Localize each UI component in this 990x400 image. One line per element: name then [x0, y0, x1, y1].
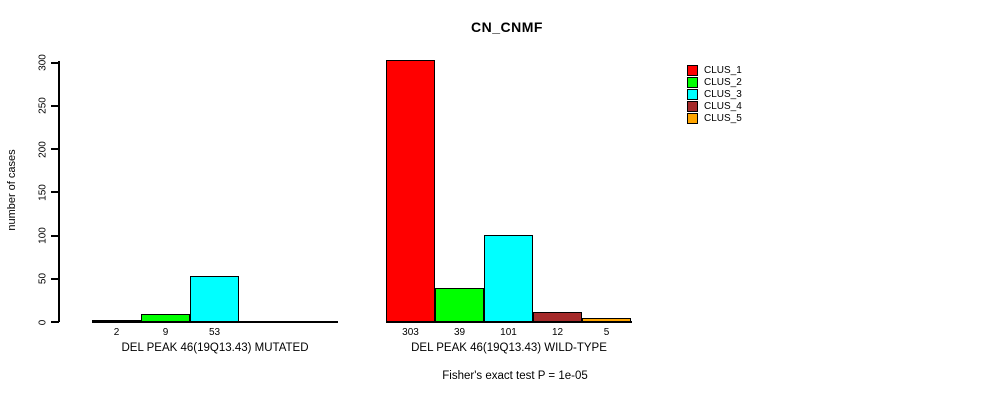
bar-value-label: 2 — [113, 327, 120, 338]
y-axis-tick — [51, 61, 59, 64]
y-axis-label: number of cases — [6, 149, 18, 231]
legend-label: CLUS_3 — [704, 89, 742, 100]
legend-swatch-clus_3 — [687, 89, 698, 100]
y-axis-tick — [51, 148, 59, 151]
bar-clus_2 — [435, 288, 484, 322]
legend-label: CLUS_4 — [704, 101, 742, 112]
legend-swatch-clus_2 — [687, 77, 698, 88]
chart-title: CN_CNMF — [471, 19, 543, 35]
legend-item: CLUS_4 — [687, 101, 742, 112]
fisher-test-annotation: Fisher's exact test P = 1e-05 — [442, 370, 588, 382]
y-axis-tick-label: 250 — [37, 97, 49, 115]
bar-value-label: 101 — [500, 327, 517, 338]
x-axis-baseline — [92, 321, 338, 323]
legend-label: CLUS_5 — [704, 113, 742, 124]
bar-value-label: 303 — [402, 327, 419, 338]
y-axis-tick-label: 200 — [37, 140, 49, 158]
bar-value-label: 12 — [551, 327, 564, 338]
y-axis-tick — [51, 321, 59, 323]
y-axis-tick-label: 100 — [37, 227, 49, 244]
y-axis-tick-label: 0 — [37, 319, 49, 325]
legend-swatch-clus_1 — [687, 65, 698, 76]
y-axis-tick-label: 300 — [37, 54, 49, 71]
group-label: DEL PEAK 46(19Q13.43) WILD-TYPE — [411, 342, 607, 354]
y-axis-tick — [51, 277, 59, 280]
bar-clus_3 — [484, 235, 533, 322]
bar-clus_3 — [190, 276, 239, 322]
bar-clus_4 — [533, 312, 582, 322]
bar-value-label: 9 — [162, 327, 169, 338]
legend-swatch-clus_5 — [687, 113, 698, 124]
bar-value-label: 53 — [208, 327, 221, 338]
bar-value-label: 39 — [453, 327, 466, 338]
bar-clus_5 — [582, 318, 631, 322]
legend-label: CLUS_1 — [704, 65, 742, 76]
y-axis-tick — [51, 234, 59, 237]
legend-item: CLUS_1 — [687, 65, 742, 76]
bar-value-label: 5 — [603, 327, 610, 338]
legend-item: CLUS_5 — [687, 113, 742, 124]
legend-swatch-clus_4 — [687, 101, 698, 112]
bar-clus_1 — [92, 320, 141, 322]
y-axis-line — [58, 61, 60, 322]
legend-item: CLUS_2 — [687, 77, 742, 88]
y-axis-tick-label: 50 — [37, 273, 49, 285]
legend-item: CLUS_3 — [687, 89, 742, 100]
legend: CLUS_1 CLUS_2 CLUS_3 CLUS_4 CLUS_5 — [687, 65, 742, 124]
y-axis-tick — [51, 191, 59, 194]
y-axis-tick — [51, 104, 59, 107]
group-label: DEL PEAK 46(19Q13.43) MUTATED — [121, 342, 309, 354]
y-axis-tick-label: 150 — [37, 183, 49, 201]
legend-label: CLUS_2 — [704, 77, 742, 88]
x-axis-baseline — [386, 321, 632, 323]
bar-clus_2 — [141, 314, 190, 322]
bar-clus_1 — [386, 60, 435, 322]
